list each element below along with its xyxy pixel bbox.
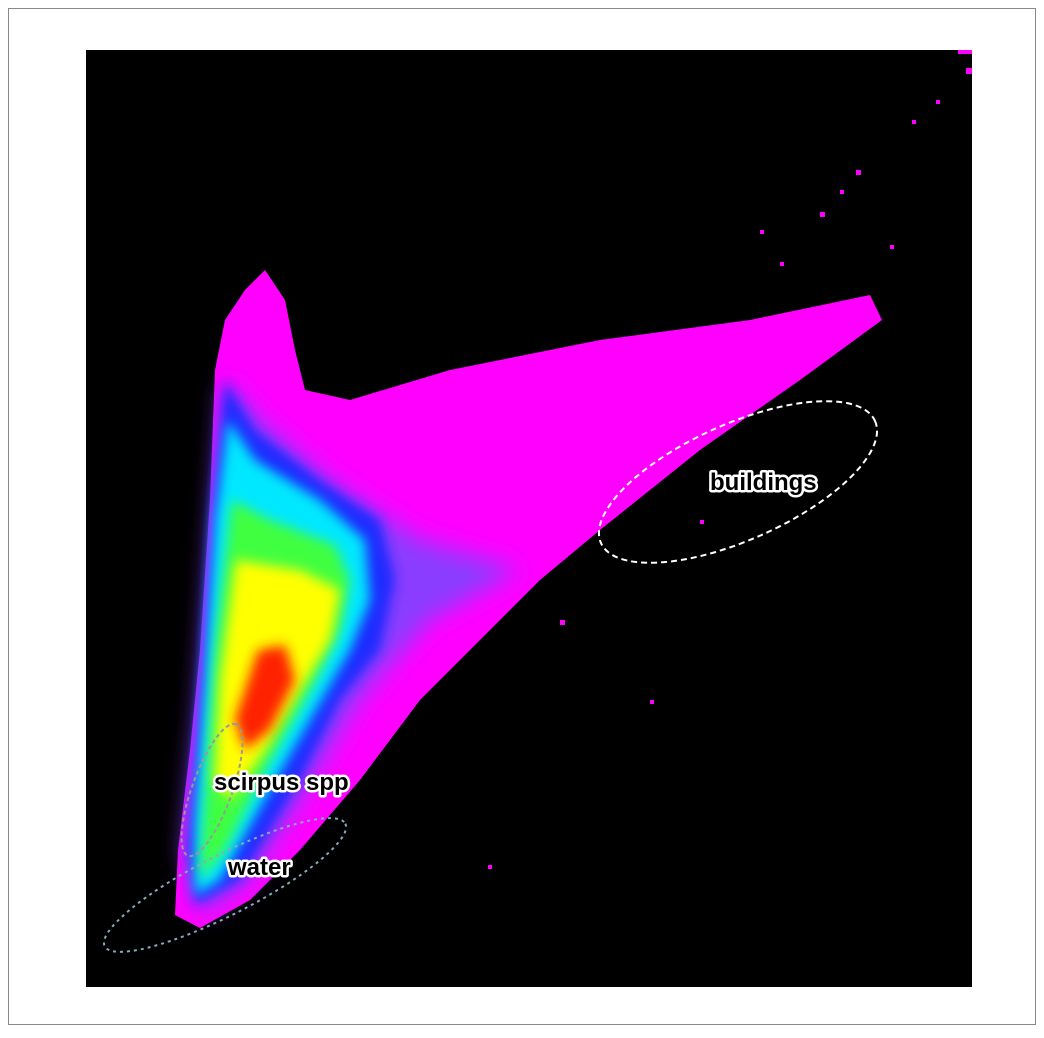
label-water: water <box>227 854 291 881</box>
density <box>175 50 972 928</box>
label-scirpus: scirpus spp <box>214 769 349 796</box>
scatter-dots <box>488 50 972 869</box>
scirpus-ellipse <box>180 722 244 858</box>
density-red <box>235 645 295 750</box>
buildings-ellipse <box>597 400 879 564</box>
label-buildings: buildings <box>710 469 817 496</box>
density-outer <box>175 270 882 928</box>
water-ellipse <box>102 817 348 953</box>
